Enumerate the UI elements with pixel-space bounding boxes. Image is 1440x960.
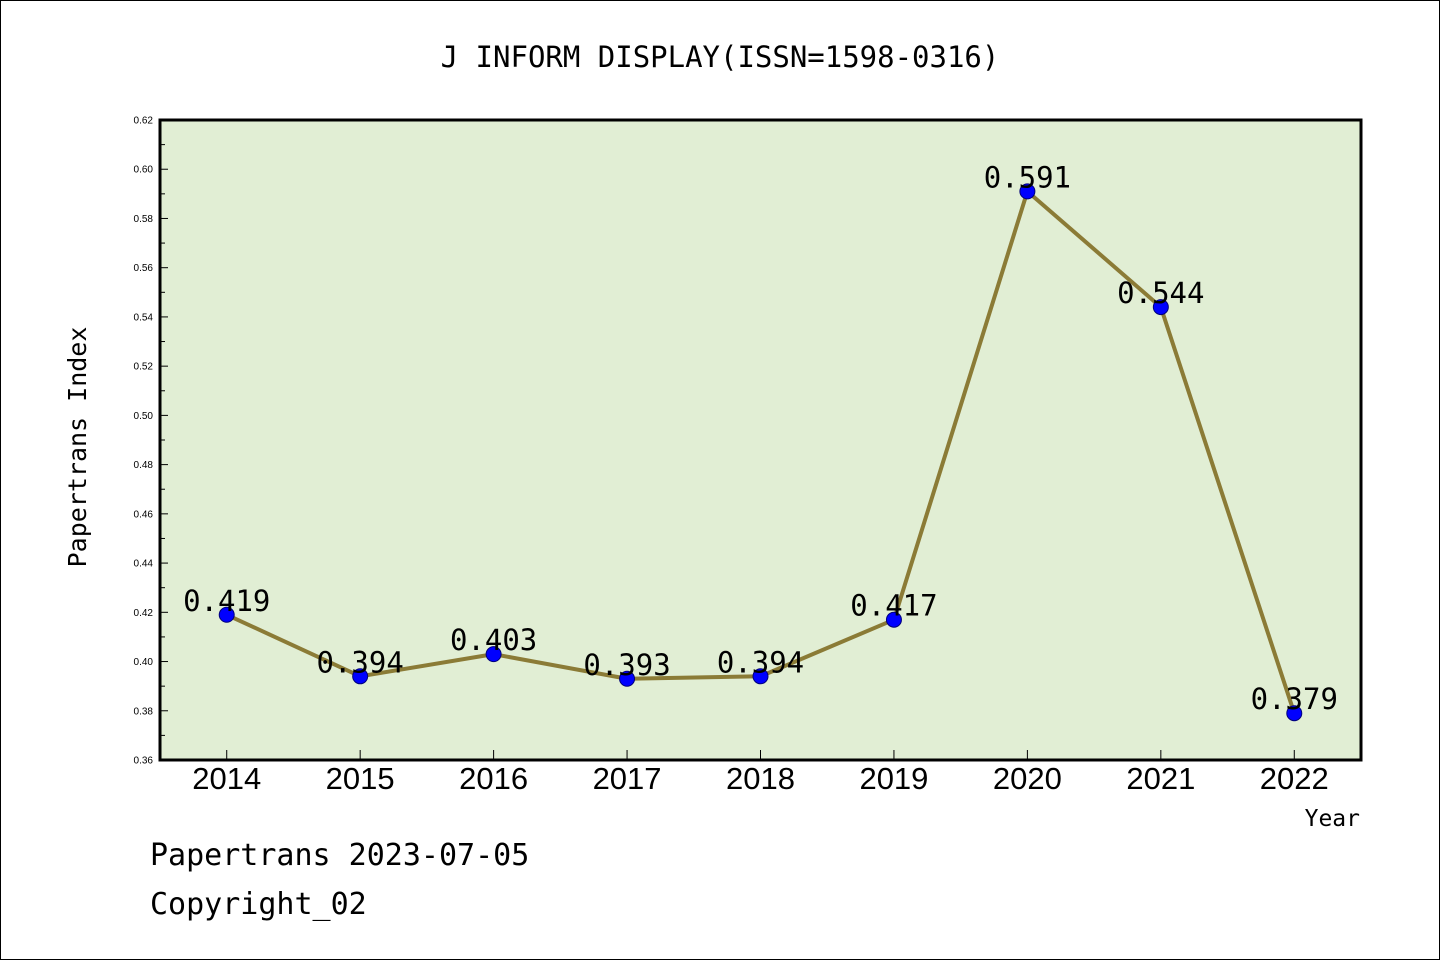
data-point bbox=[218, 606, 235, 623]
y-tick-label: 0.44 bbox=[134, 559, 154, 570]
y-tick-label: 0.46 bbox=[134, 509, 154, 520]
data-point bbox=[752, 668, 769, 685]
data-labels: 0.419 0.394 0.403 0.393 0.394 0.417 0.591 0.544… bbox=[183, 160, 1338, 716]
y-tick-label: 0.52 bbox=[134, 362, 154, 373]
plot-border bbox=[158, 118, 1363, 762]
y-tick-label: 0.38 bbox=[134, 706, 154, 717]
data-label: 0.379 bbox=[1251, 682, 1338, 716]
data-label: 0.419 bbox=[183, 584, 270, 618]
data-label: 0.544 bbox=[1117, 276, 1204, 310]
data-label: 0.403 bbox=[450, 623, 537, 657]
chart-title: J INFORM DISPLAY(ISSN=1598-0316) bbox=[441, 40, 1000, 74]
y-tick-label: 0.40 bbox=[134, 657, 154, 668]
x-tick-label: 2015 bbox=[326, 761, 395, 796]
y-tick-label: 0.48 bbox=[134, 460, 154, 471]
y-tick-label: 0.54 bbox=[134, 312, 154, 323]
x-axis-label: Year bbox=[1305, 806, 1360, 832]
data-label: 0.591 bbox=[984, 160, 1071, 194]
x-tick-label: 2019 bbox=[859, 761, 928, 796]
y-tick-label: 0.60 bbox=[134, 165, 154, 176]
data-label: 0.417 bbox=[850, 589, 937, 623]
y-tick-label: 0.50 bbox=[134, 411, 154, 422]
y-tick-label: 0.36 bbox=[134, 756, 154, 767]
data-point bbox=[885, 611, 902, 628]
y-axis-label: Papertrans Index bbox=[63, 327, 92, 568]
y-tick-label: 0.58 bbox=[134, 214, 154, 225]
data-point bbox=[1152, 299, 1169, 316]
data-label: 0.393 bbox=[583, 648, 670, 682]
data-point bbox=[1286, 705, 1303, 722]
data-point bbox=[352, 668, 369, 685]
x-tick-label: 2014 bbox=[192, 761, 261, 796]
footer-copyright: Copyright_02 bbox=[150, 887, 367, 922]
y-tick-label: 0.62 bbox=[134, 116, 154, 127]
x-tick-label: 2020 bbox=[993, 761, 1062, 796]
y-tick-label: 0.56 bbox=[134, 263, 154, 274]
data-point bbox=[619, 670, 636, 687]
data-label: 0.394 bbox=[717, 645, 804, 679]
x-tick-label: 2022 bbox=[1260, 761, 1329, 796]
y-tick-label: 0.42 bbox=[134, 608, 154, 619]
data-point bbox=[485, 646, 502, 663]
x-tick-label: 2017 bbox=[593, 761, 662, 796]
data-point bbox=[1019, 183, 1036, 200]
series-group bbox=[218, 183, 1303, 722]
x-axis: 2014 2015 2016 2017 2018 2019 2020 2021 2022 bbox=[192, 750, 1329, 796]
x-tick-label: 2018 bbox=[726, 761, 795, 796]
footer-date: Papertrans 2023-07-05 bbox=[150, 838, 529, 873]
data-label: 0.394 bbox=[317, 645, 404, 679]
plot-area bbox=[160, 120, 1361, 760]
x-tick-label: 2016 bbox=[459, 761, 528, 796]
x-tick-label: 2021 bbox=[1126, 761, 1195, 796]
